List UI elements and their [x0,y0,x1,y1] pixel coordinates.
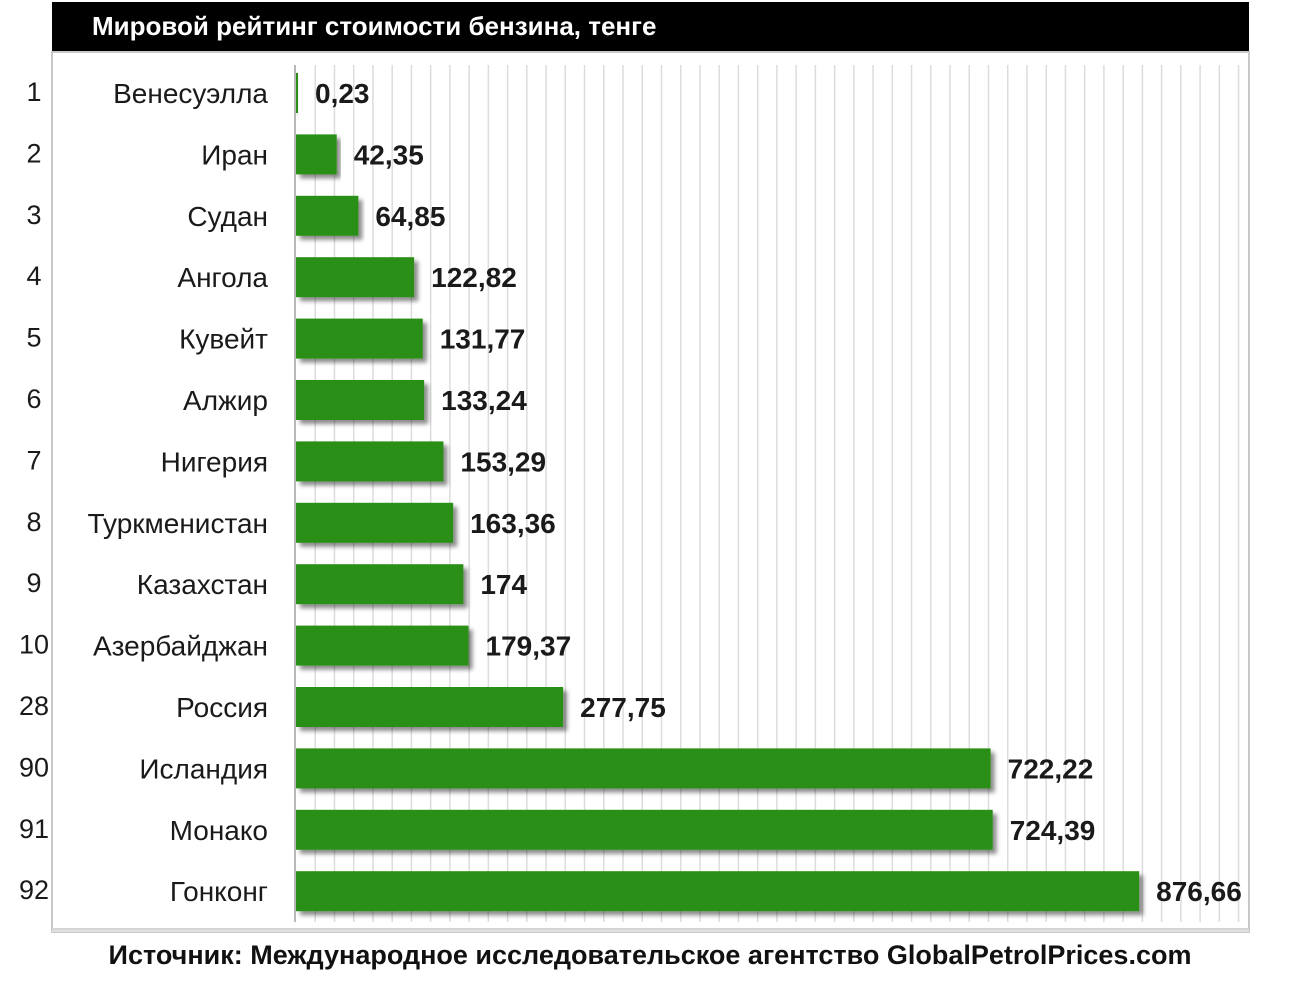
value-label: 722,22 [1008,753,1094,784]
rank-label: 28 [19,691,49,721]
bar [296,134,337,175]
bar [296,625,469,666]
rank-label: 6 [26,384,41,414]
bar [296,318,423,359]
bar [296,380,425,420]
rank-label: 2 [26,138,41,168]
value-label: 876,66 [1156,876,1242,907]
chart-frame-bottom-shadow [52,928,1249,932]
rank-label: 5 [26,323,41,353]
chart-frame [51,51,1250,933]
category-label: Венесуэлла [113,78,268,109]
category-label: Азербайджан [93,631,268,662]
bar [296,441,444,482]
value-label: 64,85 [375,201,445,232]
category-label: Монако [170,815,268,846]
bar [296,687,564,727]
category-label: Туркменистан [87,508,268,539]
rank-label: 92 [19,875,49,905]
bar [296,748,991,789]
category-label: Нигерия [161,446,268,477]
bar [296,564,464,605]
rank-label: 91 [19,814,49,844]
bar [296,502,454,543]
category-label: Ангола [177,262,268,293]
category-label: Иран [201,139,268,170]
chart-source-note: Источник: Международное исследовательско… [108,940,1192,970]
value-label: 42,35 [354,139,424,170]
rank-label: 90 [19,752,49,782]
bar [296,809,993,850]
value-label: 122,82 [431,262,517,293]
value-label: 724,39 [1010,815,1096,846]
value-label: 0,23 [315,78,370,109]
value-label: 179,37 [486,631,572,662]
value-label: 277,75 [580,692,666,723]
category-label: Алжир [183,385,268,416]
category-label: Исландия [139,753,268,784]
rank-label: 8 [26,507,41,537]
bar [296,195,359,236]
category-label: Судан [187,201,268,232]
category-label: Россия [176,692,268,723]
rank-label: 7 [26,445,41,475]
rank-label: 4 [26,261,41,291]
rank-label: 1 [26,77,41,107]
rank-label: 10 [19,630,49,660]
value-label: 153,29 [460,446,546,477]
rank-label: 9 [26,568,41,598]
value-label: 163,36 [470,508,556,539]
chart-title: Мировой рейтинг стоимости бензина, тенге [92,11,657,41]
value-label: 174 [480,569,527,600]
bar [296,257,415,298]
bar [296,73,298,113]
category-label: Казахстан [137,569,268,600]
category-labels: Венесуэлла 1 Иран 2 Судан 3 Ангола 4 Кувейт 5 Алжи… [19,77,268,907]
chart-title-bar: Мировой рейтинг стоимости бензина, тенге [52,2,1249,52]
value-label: 131,77 [440,324,526,355]
value-label: 133,24 [441,385,527,416]
category-label: Кувейт [179,324,268,355]
category-label: Гонконг [170,876,268,907]
rank-label: 3 [26,200,41,230]
bar [296,871,1140,912]
bars: 0,23 42,35 64,85 122,82 131,77 133,24 153,29 16… [296,73,1242,912]
